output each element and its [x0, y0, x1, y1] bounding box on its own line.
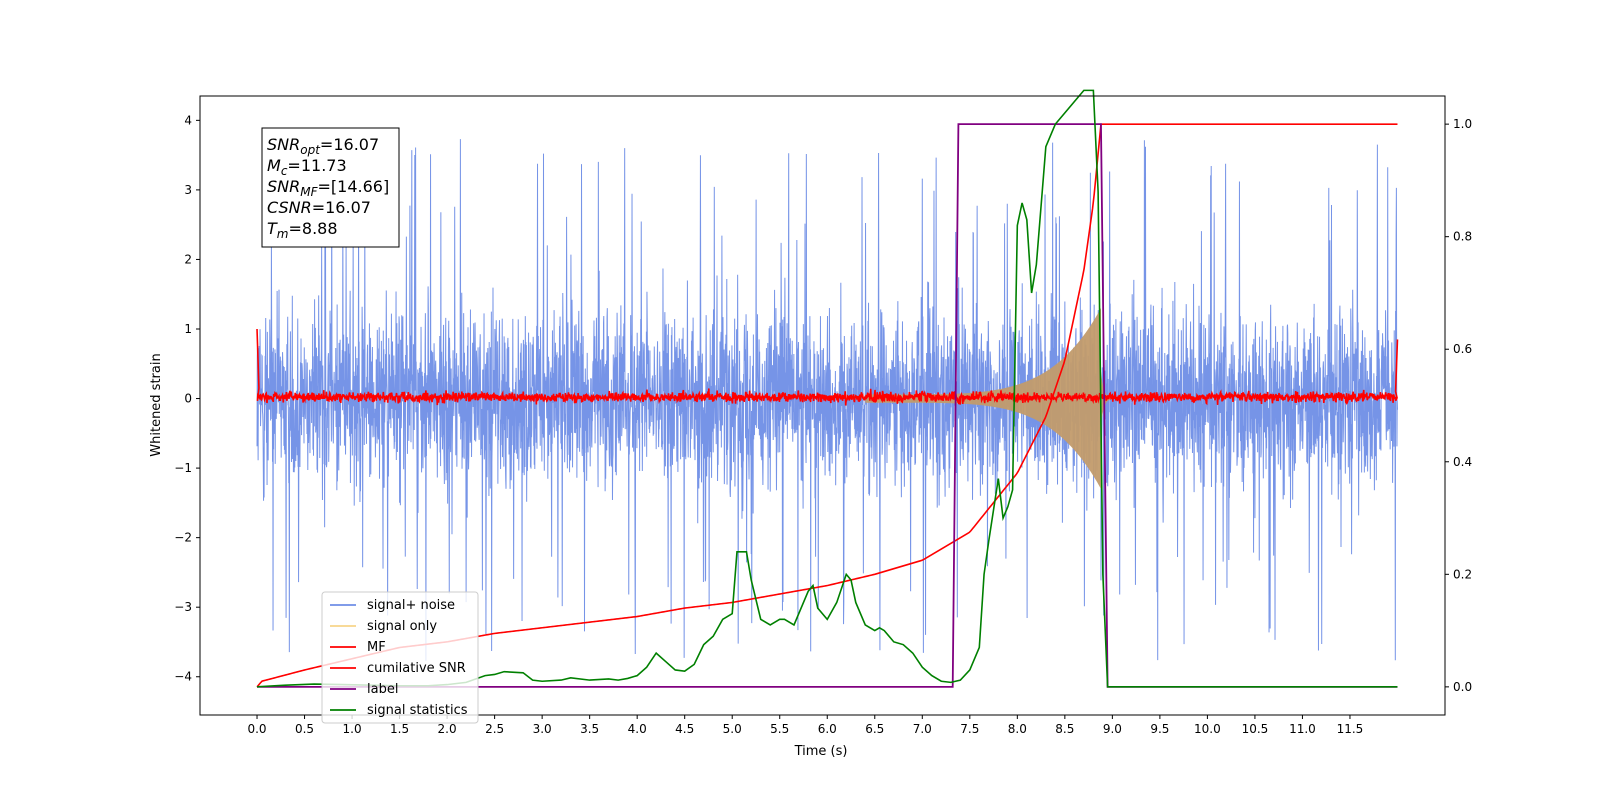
x-tick-label: 3.0 — [533, 722, 552, 736]
x-tick-label: 11.5 — [1337, 722, 1364, 736]
x-tick-label: 6.5 — [865, 722, 884, 736]
x-axis-label: Time (s) — [794, 744, 848, 759]
y-axis-left: −4 −3 −2 −1 0 1 2 3 4 — [174, 113, 200, 684]
stat-value: =16.07 — [320, 135, 379, 154]
series-signal-statistics — [256, 89, 1398, 688]
stat-name: T — [267, 219, 278, 238]
stat-subscript: opt — [300, 143, 321, 157]
stat-snr-mf: SNRMF=[14.66] — [267, 177, 389, 199]
y-right-tick-label: 0.0 — [1453, 680, 1472, 694]
x-tick-label: 11.0 — [1289, 722, 1316, 736]
stat-subscript: MF — [300, 185, 318, 199]
stat-subscript: m — [277, 227, 289, 241]
x-tick-label: 7.5 — [960, 722, 979, 736]
x-tick-label: 0.5 — [295, 722, 314, 736]
y-tick-label: −4 — [174, 670, 192, 684]
y-tick-label: 3 — [184, 183, 192, 197]
x-tick-label: 2.0 — [438, 722, 457, 736]
y-axis-right: 0.0 0.2 0.4 0.6 0.8 1.0 — [1445, 117, 1472, 694]
y-tick-label: 0 — [184, 392, 192, 406]
x-tick-label: 1.0 — [343, 722, 362, 736]
x-tick-label: 7.0 — [913, 722, 932, 736]
stats-annotation-frame — [261, 127, 400, 248]
y-tick-label: 2 — [184, 252, 192, 266]
stat-snr-opt: SNRopt=16.07 — [267, 135, 379, 157]
y-right-tick-label: 0.6 — [1453, 342, 1472, 356]
y-tick-label: −2 — [174, 531, 192, 545]
y-tick-label: 4 — [184, 113, 192, 127]
legend-frame — [321, 591, 479, 724]
x-tick-label: 9.5 — [1150, 722, 1169, 736]
stat-value: =[14.66] — [318, 177, 390, 196]
x-axis: 0.0 0.5 1.0 1.5 2.0 2.5 3.0 3.5 4.0 4.5 5.0 5.5 6.0 6… — [247, 715, 1363, 736]
legend-label-signal-only: signal only — [367, 619, 437, 634]
stat-name: SNR — [267, 177, 300, 196]
x-tick-label: 10.0 — [1194, 722, 1221, 736]
legend-label-signal-noise: signal+ noise — [367, 598, 455, 613]
x-tick-label: 2.5 — [485, 722, 504, 736]
y-tick-label: 1 — [184, 322, 192, 336]
legend-label-label: label — [367, 682, 398, 697]
series-mf — [256, 328, 1399, 406]
x-tick-label: 4.5 — [675, 722, 694, 736]
x-tick-label: 5.0 — [723, 722, 742, 736]
stat-value: =16.07 — [312, 198, 371, 217]
stat-name: SNR — [267, 135, 300, 154]
stat-csnr: CSNR=16.07 — [267, 198, 371, 217]
x-tick-label: 1.5 — [390, 722, 409, 736]
x-tick-label: 8.0 — [1008, 722, 1027, 736]
stat-name: M — [267, 156, 281, 175]
x-tick-label: 0.0 — [247, 722, 266, 736]
stat-m-c: Mc=11.73 — [267, 156, 347, 178]
x-tick-label: 5.5 — [770, 722, 789, 736]
stat-name: CSNR — [267, 198, 312, 217]
x-tick-label: 8.5 — [1055, 722, 1074, 736]
x-tick-label: 6.0 — [818, 722, 837, 736]
plot-frame — [199, 95, 1446, 716]
legend: signal+ noise signal only MF cumilative SNR… — [321, 591, 479, 724]
stat-value: =11.73 — [287, 156, 346, 175]
x-tick-label: 10.5 — [1242, 722, 1269, 736]
legend-label-signal-statistics: signal statistics — [367, 703, 468, 718]
y-right-tick-label: 0.8 — [1453, 230, 1472, 244]
y-axis-label: Whitened strain — [149, 353, 164, 456]
stat-subscript: c — [281, 164, 288, 178]
stat-value: =8.88 — [288, 219, 337, 238]
x-tick-label: 9.0 — [1103, 722, 1122, 736]
stat-t-m: Tm=8.88 — [267, 219, 338, 241]
legend-label-cumilative-snr: cumilative SNR — [367, 661, 466, 676]
legend-label-mf: MF — [367, 640, 386, 655]
x-tick-label: 3.5 — [580, 722, 599, 736]
y-tick-label: −1 — [174, 461, 192, 475]
stats-annotation: SNRopt=16.07Mc=11.73SNRMF=[14.66]CSNR=16… — [261, 127, 400, 248]
y-right-tick-label: 0.4 — [1453, 455, 1472, 469]
y-right-tick-label: 1.0 — [1453, 117, 1472, 131]
x-tick-label: 4.0 — [628, 722, 647, 736]
series-signal-noise — [256, 139, 1398, 661]
y-tick-label: −3 — [174, 600, 192, 614]
y-right-tick-label: 0.2 — [1453, 567, 1472, 581]
